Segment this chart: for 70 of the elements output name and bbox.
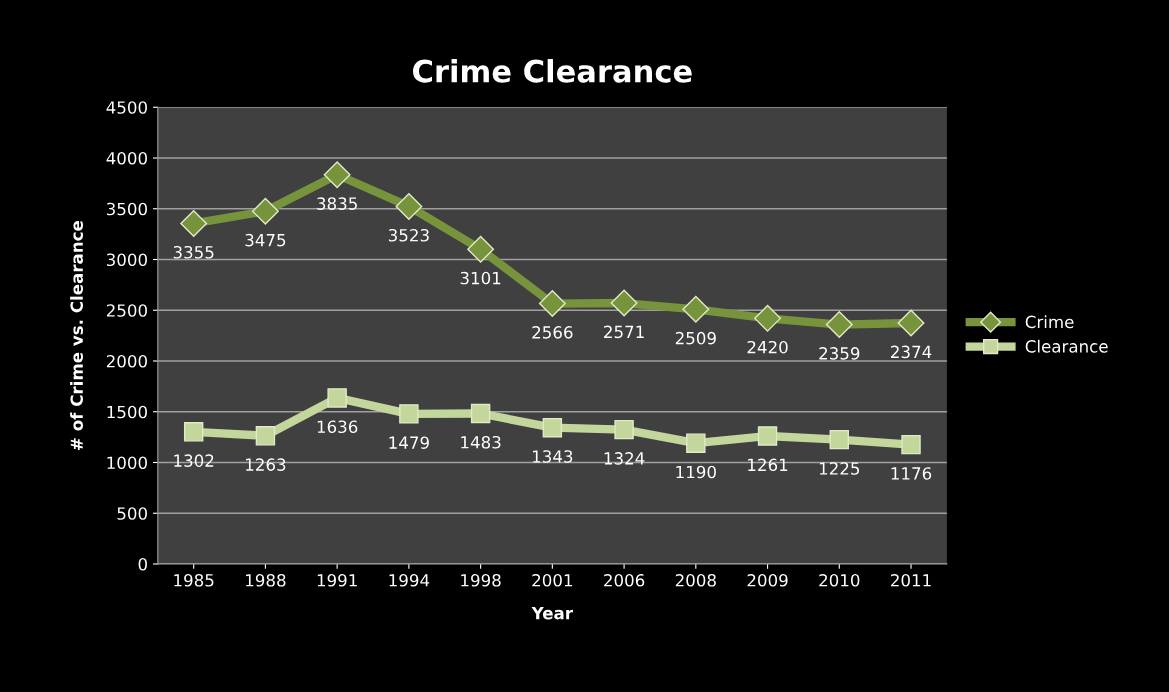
data-label: 3835 bbox=[317, 197, 357, 210]
y-tick-label: 2500 bbox=[106, 304, 147, 317]
y-tick-label: 1000 bbox=[107, 456, 147, 470]
y-tick-label: 0 bbox=[138, 557, 147, 571]
y-tick-label: 2000 bbox=[106, 354, 147, 368]
point bbox=[901, 434, 921, 455]
point bbox=[682, 295, 710, 323]
data-label: 3101 bbox=[460, 271, 501, 285]
data-label: 3355 bbox=[173, 245, 214, 259]
y-tick-label: 3500 bbox=[106, 202, 147, 216]
y-tick-label: 3000 bbox=[106, 253, 147, 267]
legend-label: Crime bbox=[1025, 315, 1074, 329]
point bbox=[542, 417, 563, 438]
data-label: 2566 bbox=[532, 326, 573, 339]
point bbox=[395, 192, 423, 220]
data-label: 1225 bbox=[819, 462, 860, 475]
data-label: 1263 bbox=[246, 458, 286, 471]
point bbox=[399, 404, 419, 424]
x-tick-label: 1998 bbox=[461, 574, 501, 587]
point bbox=[327, 388, 347, 408]
x-tick-label: 1991 bbox=[317, 574, 357, 587]
data-label: 1176 bbox=[891, 467, 932, 480]
legend-label: Clearance bbox=[1025, 339, 1108, 353]
data-label: 2420 bbox=[747, 340, 788, 354]
x-tick-label: 2010 bbox=[819, 574, 860, 587]
data-label: 1343 bbox=[532, 450, 573, 463]
point bbox=[467, 235, 495, 263]
point bbox=[614, 419, 634, 440]
data-label: 1479 bbox=[389, 436, 429, 449]
point bbox=[829, 429, 850, 450]
data-label: 2359 bbox=[819, 347, 860, 360]
x-tick-label: 1985 bbox=[174, 574, 214, 587]
data-label: 3475 bbox=[245, 233, 286, 247]
x-tick-label: 2011 bbox=[891, 574, 931, 587]
data-label: 2509 bbox=[675, 331, 716, 345]
data-label: 1483 bbox=[461, 435, 501, 449]
x-tick-label: 2008 bbox=[675, 574, 716, 587]
data-label: 1302 bbox=[174, 454, 214, 467]
y-tick-label: 1500 bbox=[107, 405, 147, 419]
point bbox=[825, 311, 853, 339]
y-axis-title: # of Crime vs. Clearance bbox=[70, 221, 83, 450]
y-tick-label: 4500 bbox=[106, 101, 147, 114]
data-label: 2374 bbox=[891, 345, 932, 359]
data-label: 1261 bbox=[748, 458, 788, 472]
y-tick-label: 4000 bbox=[106, 151, 147, 165]
data-label: 1324 bbox=[604, 452, 645, 465]
data-label: 1190 bbox=[676, 465, 716, 479]
data-label: 3523 bbox=[388, 228, 429, 242]
point bbox=[610, 289, 638, 317]
x-axis-title: Year bbox=[531, 607, 573, 620]
x-tick-label: 2006 bbox=[604, 574, 645, 587]
point bbox=[251, 197, 279, 225]
point bbox=[538, 290, 566, 318]
x-tick-label: 2001 bbox=[532, 574, 573, 587]
chart-title: Crime Clearance bbox=[413, 59, 692, 83]
point bbox=[686, 433, 706, 453]
point bbox=[255, 426, 276, 446]
point bbox=[754, 304, 782, 332]
data-label: 1636 bbox=[317, 420, 358, 434]
x-tick-label: 2009 bbox=[747, 574, 788, 587]
point bbox=[757, 426, 778, 446]
point bbox=[323, 161, 351, 189]
point bbox=[183, 422, 204, 442]
point bbox=[180, 210, 208, 237]
point bbox=[470, 403, 491, 424]
point bbox=[897, 309, 925, 337]
data-label: 2571 bbox=[604, 325, 644, 339]
x-tick-label: 1988 bbox=[246, 574, 286, 587]
x-tick-label: 1994 bbox=[389, 574, 430, 587]
y-tick-label: 500 bbox=[117, 507, 147, 520]
